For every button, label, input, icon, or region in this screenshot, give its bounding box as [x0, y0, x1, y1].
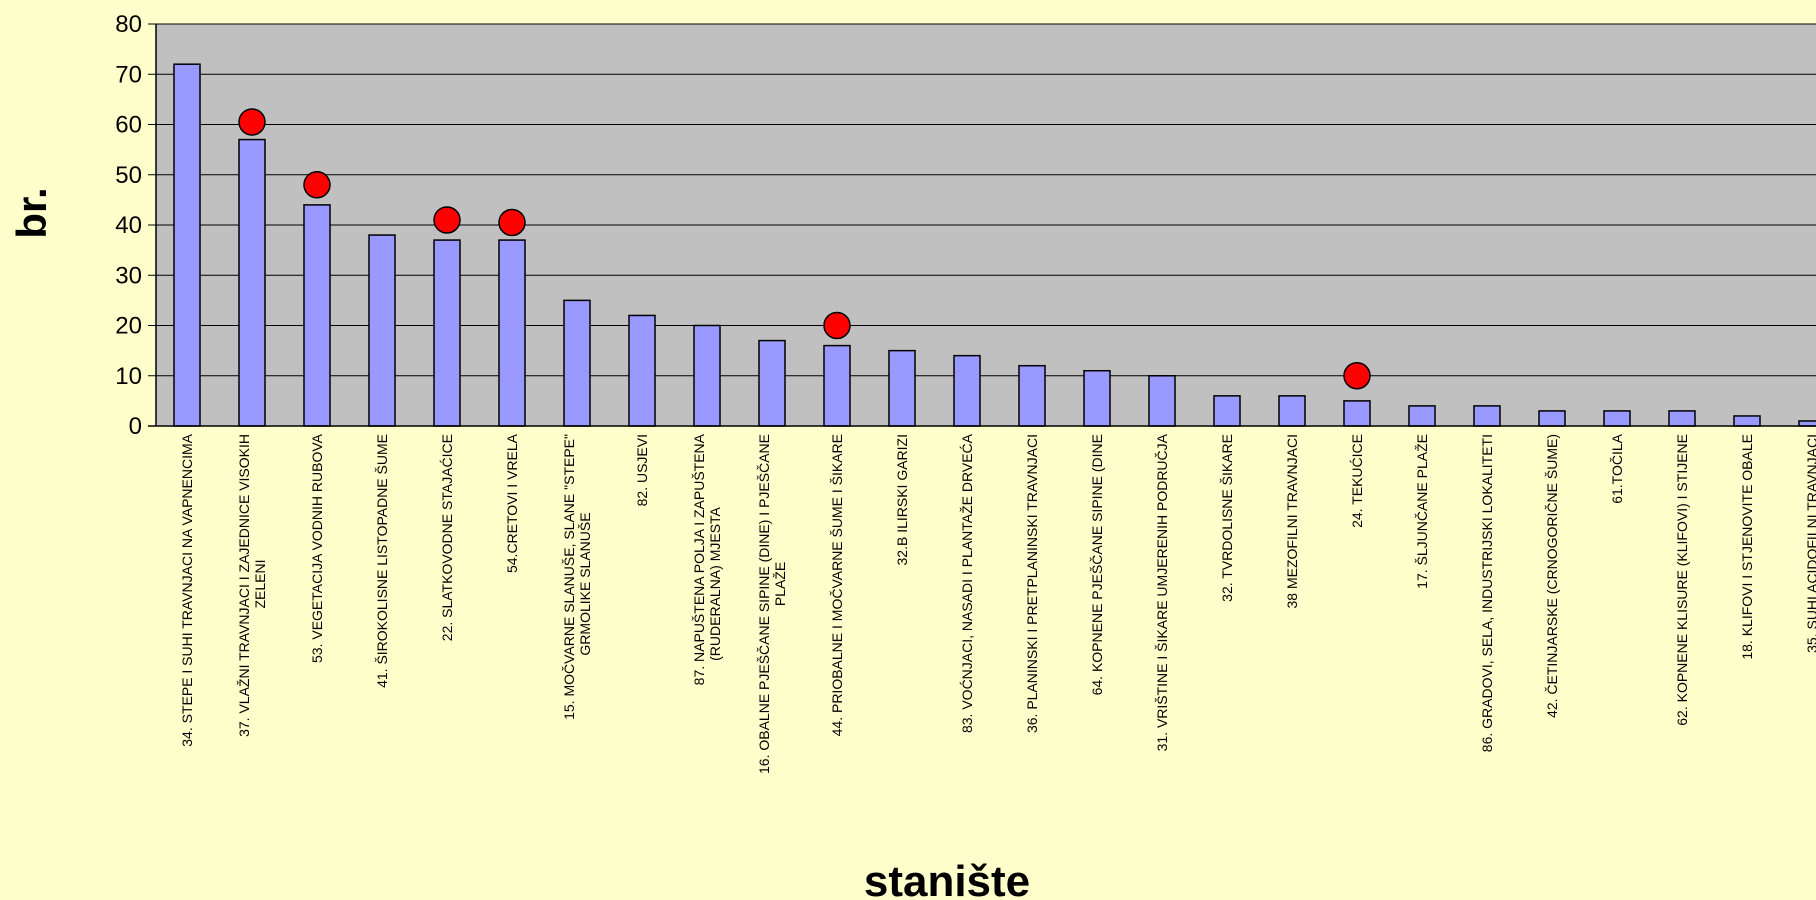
marker-point — [238, 108, 266, 136]
y-tick-label: 30 — [115, 262, 142, 289]
bar — [433, 239, 461, 427]
category-label: 37. VLAŽNI TRAVNJACI I ZAJEDNICE VISOKIH… — [236, 434, 268, 737]
bar — [888, 349, 916, 427]
category-label: 83. VOĆNJACI, NASADI I PLANTAŽE DRVEĆA — [959, 433, 975, 733]
category-label: 17. ŠLJUNČANE PLAŽE — [1414, 434, 1430, 589]
y-tick-labels: 0 10 20 30 40 50 60 70 80 — [115, 11, 142, 440]
bar — [563, 299, 591, 427]
category-label: 31. VRIŠTINE I ŠIKARE UMJERENIH PODRUČJA — [1154, 433, 1170, 751]
markers — [238, 108, 1371, 390]
category-label: 22. SLATKOVODNE STAJAĆICE — [439, 434, 455, 641]
category-label: 18. KLIFOVI I STJENOVITE OBALE — [1739, 434, 1755, 660]
category-label: 38 MEZOFILNI TRAVNJACI — [1284, 434, 1300, 609]
bar — [368, 234, 396, 427]
category-label: 82. USJEVI — [634, 434, 650, 506]
category-label: 32.B ILIRSKI GARIZI — [894, 434, 910, 566]
category-label: 41. ŠIROKOLISNE LISTOPADNE ŠUME — [374, 434, 390, 688]
axes — [148, 24, 1816, 427]
category-label: 61.TOČILA — [1609, 433, 1625, 503]
bar — [628, 314, 656, 427]
bar — [1148, 375, 1176, 427]
bar — [1798, 420, 1816, 427]
bar — [953, 354, 981, 427]
y-tick-label: 40 — [115, 212, 142, 239]
y-tick-label: 0 — [129, 413, 142, 440]
category-label: 86. GRADOVI, SELA, INDUSTRIJSKI LOKALITE… — [1479, 434, 1495, 752]
category-labels: 34. STEPE I SUHI TRAVNJACI NA VAPNENCIMA… — [179, 433, 1816, 774]
marker-point — [1343, 362, 1371, 390]
bar — [693, 324, 721, 427]
category-label: 16. OBALNE PJEŠČANE SIPINE (DINE) I PJEŠ… — [756, 434, 788, 774]
category-label: 42. ČETINJARSKE (CRNOGORIČNE ŠUME) — [1544, 434, 1560, 718]
category-label: 87. NAPUŠTENA POLJA I ZAPUŠTENA(RUDERALN… — [691, 433, 723, 685]
bar — [1278, 395, 1306, 427]
category-label: 44. PRIOBALNE I MOČVARNE ŠUME I ŠIKARE — [829, 434, 845, 736]
y-tick-label: 70 — [115, 61, 142, 88]
category-label: 35. SUHI ACIDOFILNI TRAVNJACI — [1804, 434, 1816, 653]
category-label: 64. KOPNENE PJEŠČANE SIPINE (DINE — [1089, 434, 1105, 695]
bar — [238, 138, 266, 427]
bar — [1473, 405, 1501, 427]
category-label: 53. VEGETACIJA VODNIH RUBOVA — [309, 433, 325, 663]
x-axis-title: stanište — [864, 857, 1030, 900]
bar — [1733, 415, 1761, 427]
category-label: 32. TVRDOLISNE ŠIKARE — [1219, 434, 1235, 602]
marker-point — [303, 171, 331, 199]
y-tick-label: 20 — [115, 313, 142, 340]
bar — [823, 344, 851, 427]
category-label: 36. PLANINSKI I PRETPLANINSKI TRAVNJACI — [1024, 434, 1040, 733]
marker-point — [823, 311, 851, 340]
bars — [173, 63, 1816, 427]
y-tick-label: 80 — [115, 11, 142, 38]
bar — [1213, 395, 1241, 427]
gridlines — [148, 23, 1816, 427]
bar — [1083, 369, 1111, 427]
bar — [1538, 410, 1566, 427]
y-axis-title: br. — [8, 187, 55, 238]
y-tick-label: 60 — [115, 112, 142, 139]
bar — [173, 63, 201, 427]
bar — [303, 204, 331, 427]
y-tick-label: 50 — [115, 162, 142, 189]
bar — [1668, 410, 1696, 427]
bar — [758, 339, 786, 427]
category-label: 24. TEKUĆICE — [1349, 434, 1365, 528]
category-label: 54.CRETOVI I VRELA — [504, 433, 520, 573]
bar — [1603, 410, 1631, 427]
marker-point — [433, 206, 461, 234]
bar — [1408, 405, 1436, 427]
category-label: 62. KOPNENE KLISURE (KLIFOVI) I STIJENE — [1674, 434, 1690, 726]
marker-point — [498, 208, 526, 237]
bar — [1018, 364, 1046, 427]
category-label: 15. MOČVARNE SLANUŠE, SLANE "STEPE"GRMOL… — [561, 434, 593, 720]
y-tick-label: 10 — [115, 363, 142, 390]
category-label: 34. STEPE I SUHI TRAVNJACI NA VAPNENCIMA — [179, 433, 195, 746]
bar — [498, 239, 526, 427]
bar — [1343, 400, 1371, 427]
